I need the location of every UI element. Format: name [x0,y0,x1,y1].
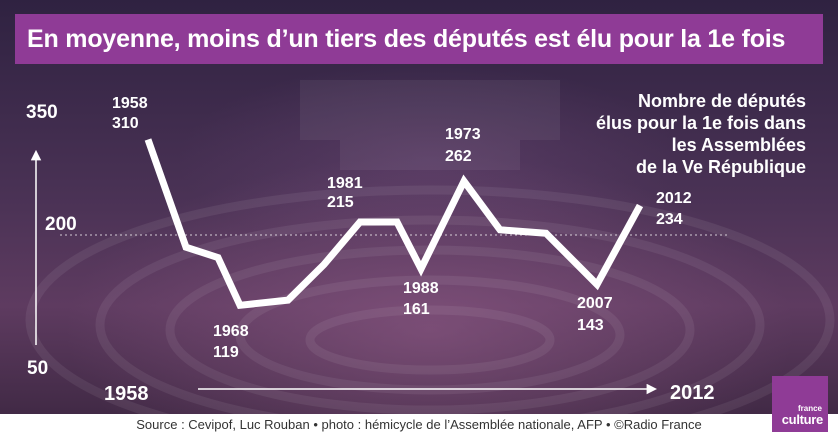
y-tick-label: 50 [27,358,48,379]
source-credit: Source : Cevipof, Luc Rouban • photo : h… [136,417,702,432]
annotation-year: 2007 [577,295,613,312]
title-bar: En moyenne, moins d’un tiers des députés… [15,14,823,64]
chart-title: En moyenne, moins d’un tiers des députés… [27,25,786,53]
logo-small-text: france [797,404,822,413]
annotation-value: 161 [403,301,430,318]
series-line [144,138,644,310]
x-end-label: 2012 [670,382,715,404]
annotation-value: 262 [445,148,472,165]
legend-line: élus pour la 1e fois dans [595,113,806,133]
annotation-year: 1981 [327,175,363,192]
y-tick-label: 350 [26,102,58,123]
data-annotations: 1958 310 1968 119 1981 215 1988 161 1973 262 2007 1… [112,95,692,361]
annotation-year: 2012 [656,190,692,207]
annotation-year: 1973 [445,126,481,143]
logo-big-text: culture [781,412,824,427]
france-culture-logo[interactable]: france culture [772,376,828,432]
annotation-value: 234 [656,211,683,228]
annotation-value: 143 [577,317,604,334]
chart-legend: Nombre de députés élus pour la 1e fois d… [556,90,806,178]
x-start-label: 1958 [104,383,149,405]
annotation-value: 215 [327,194,354,211]
annotation-year: 1968 [213,323,249,340]
footer-bar: Source : Cevipof, Luc Rouban • photo : h… [0,414,838,437]
legend-line: de la Ve République [635,157,806,177]
annotation-year: 1958 [112,95,148,112]
legend-line: Nombre de députés [637,91,806,111]
y-tick-label: 200 [45,214,77,235]
annotation-value: 310 [112,115,139,132]
annotation-value: 119 [213,344,239,361]
annotation-year: 1988 [403,280,439,297]
legend-line: les Assemblées [671,135,806,155]
